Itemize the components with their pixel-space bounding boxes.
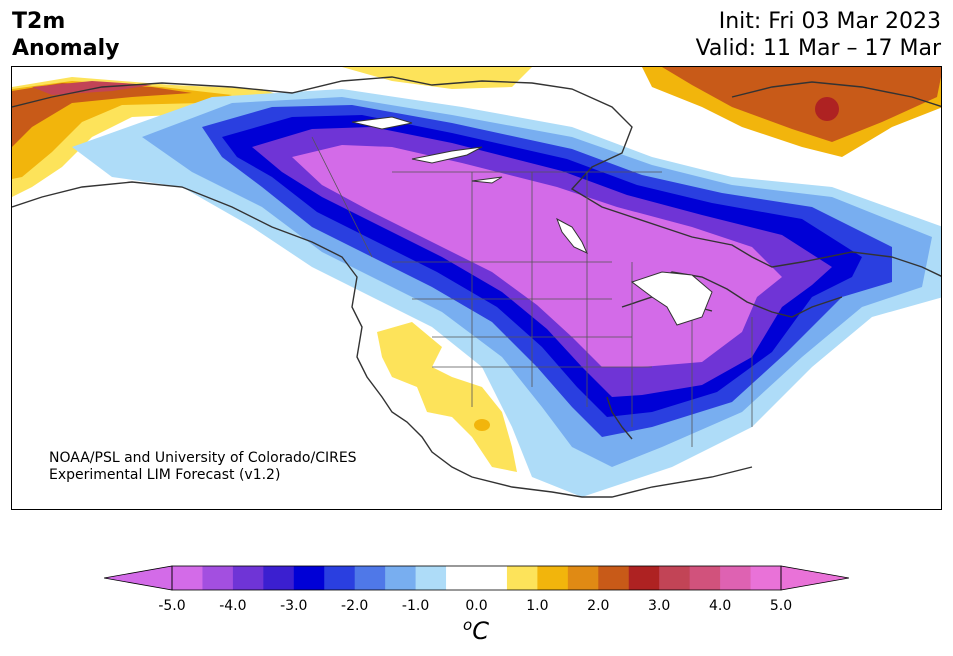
- colorbar-tick-label: -1.0: [401, 598, 430, 614]
- colorbar-tick-label: 3.0: [648, 598, 671, 614]
- unit-label: oC: [463, 616, 489, 645]
- colorbar-segment: [202, 566, 234, 590]
- very-hot-anomaly-greenland: [815, 97, 839, 121]
- hot-anomaly-alaska: [12, 83, 192, 147]
- colorbar-segment: [476, 566, 508, 590]
- credit-text: NOAA/PSL and University of Colorado/CIRE…: [49, 450, 357, 484]
- colorbar-segment: [628, 566, 660, 590]
- colorbar-over-arrow: [780, 565, 849, 591]
- colorbar-tick-label: -2.0: [341, 598, 369, 614]
- colorbar-segment: [537, 566, 569, 590]
- colorbar-segment: [293, 566, 325, 590]
- colorbar-segment: [750, 566, 782, 590]
- title-line-1: T2m: [12, 9, 66, 34]
- colorbar-tick-label: 5.0: [769, 598, 793, 614]
- colorbar: [104, 565, 849, 591]
- colorbar-segment: [263, 566, 295, 590]
- colorbar-segment: [354, 566, 386, 590]
- map-title: T2m Anomaly: [12, 8, 119, 62]
- anomaly-map: [11, 66, 942, 510]
- colorbar-segment: [446, 566, 477, 590]
- title-line-2: Anomaly: [12, 36, 120, 61]
- forecast-dates: Init: Fri 03 Mar 2023 Valid: 11 Mar – 17…: [696, 8, 941, 62]
- unit-degree-symbol: o: [463, 616, 473, 634]
- warm-anomaly-southwest-core: [474, 419, 490, 431]
- colorbar-tick-label: 1.0: [526, 598, 549, 614]
- colorbar-under-arrow: [104, 565, 173, 591]
- colorbar-tick-label: -4.0: [219, 598, 247, 614]
- lakes: [351, 116, 713, 326]
- colorbar-frame: [171, 565, 782, 591]
- colorbar-segment: [415, 566, 447, 590]
- extreme-cold-anomaly: [292, 145, 782, 367]
- colorbar-tick-label: -3.0: [280, 598, 308, 614]
- colorbar-segment: [567, 566, 599, 590]
- colorbar-segment: [385, 566, 417, 590]
- colorbar-segment: [689, 566, 721, 590]
- init-date: Init: Fri 03 Mar 2023: [718, 9, 941, 34]
- political-borders: [311, 136, 753, 447]
- colorbar-tick-label: -5.0: [158, 598, 186, 614]
- colorbar-segment: [324, 566, 356, 590]
- valid-range: Valid: 11 Mar – 17 Mar: [695, 36, 941, 61]
- credit-line-1: NOAA/PSL and University of Colorado/CIRE…: [49, 450, 357, 466]
- hot-anomaly-greenland: [662, 67, 941, 142]
- colorbar-segment: [720, 566, 752, 590]
- colorbar-segment: [659, 566, 691, 590]
- map-svg: [12, 67, 941, 498]
- very-hot-anomaly-alaska: [32, 81, 152, 95]
- colorbar-segment: [506, 566, 538, 590]
- colorbar-tick-label: 0.0: [465, 598, 488, 614]
- colorbar-segments: [172, 566, 782, 590]
- colorbar-segment: [172, 566, 203, 590]
- warm-anomaly-arctic-islands: [342, 67, 532, 89]
- colorbar-segment: [232, 566, 264, 590]
- unit-letter: C: [472, 617, 489, 645]
- credit-line-2: Experimental LIM Forecast (v1.2): [49, 467, 281, 483]
- colorbar-segment: [598, 566, 630, 590]
- warm-anomaly-southwest: [377, 322, 517, 472]
- colorbar-tick-label: 4.0: [708, 598, 732, 614]
- colorbar-tick-label: 2.0: [587, 598, 610, 614]
